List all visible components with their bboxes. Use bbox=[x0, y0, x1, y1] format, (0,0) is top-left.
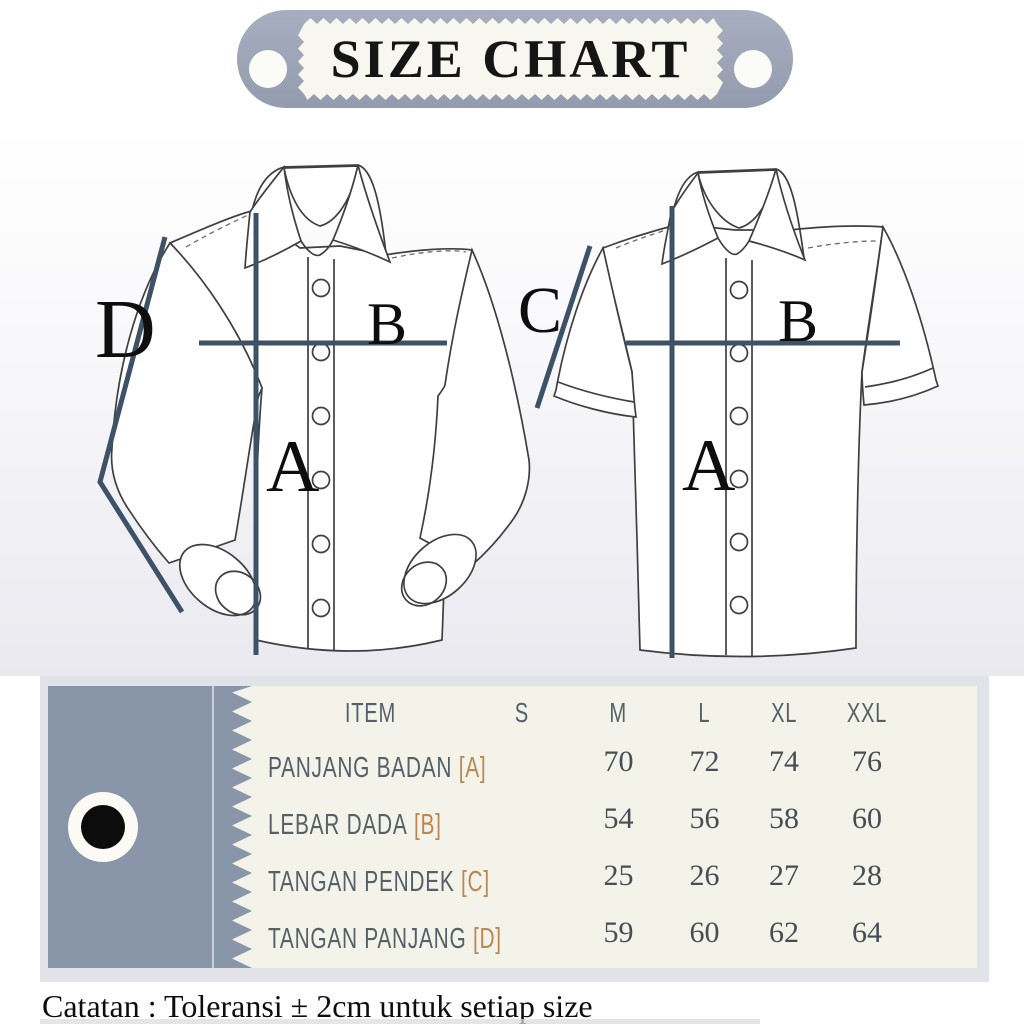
short-shirt-left-cuff-band bbox=[557, 381, 635, 403]
long-shirt-left-sleeve bbox=[110, 241, 263, 564]
long-shirt-collar bbox=[244, 164, 392, 270]
short-shirt-right-cuff-band bbox=[864, 367, 934, 388]
tag-strip-seam bbox=[212, 686, 214, 968]
short-shirt-collar bbox=[660, 168, 807, 266]
value-panjang-badan-xl: 74 bbox=[769, 744, 799, 778]
long-sleeve-shirt: D B A bbox=[95, 164, 531, 655]
short-shirt-shoulder-stitches bbox=[615, 227, 877, 249]
value-tangan-pendek-s bbox=[472, 847, 572, 904]
bracket-c: [C] bbox=[461, 866, 490, 898]
short-shirt-buttons bbox=[729, 280, 749, 615]
short-sleeve-shirt: C B A bbox=[518, 168, 940, 658]
value-panjang-badan-xxl: 76 bbox=[852, 744, 882, 778]
long-shirt-placket bbox=[307, 257, 335, 650]
column-header-l: L bbox=[698, 697, 711, 728]
value-tangan-panjang-l: 60 bbox=[689, 915, 720, 949]
long-shirt-right-cuff bbox=[400, 533, 477, 607]
value-tangan-pendek-xxl: 28 bbox=[852, 858, 882, 892]
row-label-tangan-panjang: TANGAN PANJANG [D] bbox=[268, 923, 502, 955]
row-label-panjang-badan: PANJANG BADAN [A] bbox=[268, 752, 487, 784]
column-header-xxl: XXL bbox=[846, 697, 888, 728]
value-tangan-pendek-m: 25 bbox=[603, 858, 634, 892]
value-tangan-pendek-xl: 27 bbox=[769, 858, 799, 892]
value-lebar-dada-s bbox=[472, 790, 572, 847]
value-panjang-badan-s bbox=[472, 733, 572, 790]
table-paper: ITEM S M L XL XXL PANJANG BADAN [A] 70 7… bbox=[232, 686, 977, 968]
value-lebar-dada-l: 56 bbox=[689, 801, 720, 835]
value-tangan-panjang-xl: 62 bbox=[769, 915, 799, 949]
measure-label-b-long: B bbox=[367, 291, 407, 357]
measure-label-c: C bbox=[518, 274, 562, 347]
value-tangan-panjang-s bbox=[472, 904, 572, 961]
shirts-diagram: D B A bbox=[95, 164, 940, 658]
value-tangan-panjang-xxl: 64 bbox=[852, 915, 882, 949]
banner-title: SIZE CHART bbox=[330, 29, 691, 89]
short-shirt-placket bbox=[725, 258, 753, 656]
bracket-d: [D] bbox=[472, 923, 502, 955]
note-text: Catatan : Toleransi ± 2cm untuk setiap s… bbox=[42, 988, 593, 1024]
long-shirt-measure-lines bbox=[97, 213, 447, 655]
column-header-m: M bbox=[609, 697, 628, 728]
long-shirt-buttons bbox=[311, 278, 331, 618]
short-shirt-right-sleeve bbox=[861, 224, 940, 406]
tag-hole-right-icon bbox=[734, 50, 772, 88]
column-header-item: ITEM bbox=[344, 697, 396, 728]
measure-label-d: D bbox=[95, 283, 156, 376]
bracket-a: [A] bbox=[458, 752, 487, 784]
short-shirt-measure-lines bbox=[534, 206, 900, 658]
tag-hole-icon bbox=[68, 792, 138, 862]
row-label-tangan-pendek: TANGAN PENDEK [C] bbox=[268, 866, 490, 898]
value-lebar-dada-xl: 58 bbox=[769, 801, 799, 835]
measure-line-d-long bbox=[97, 236, 185, 614]
column-header-s: S bbox=[514, 697, 530, 728]
measure-line-c-short bbox=[534, 245, 593, 409]
size-table-block: ITEM S M L XL XXL PANJANG BADAN [A] 70 7… bbox=[40, 676, 989, 982]
measure-label-a-long: A bbox=[266, 426, 319, 508]
value-panjang-badan-l: 72 bbox=[689, 744, 720, 778]
value-lebar-dada-xxl: 60 bbox=[852, 801, 882, 835]
cropped-text-artifact bbox=[40, 1019, 760, 1024]
tag-hole-center-icon bbox=[81, 805, 125, 849]
bracket-b: [B] bbox=[414, 809, 442, 841]
tag-hole-left-icon bbox=[249, 50, 287, 88]
banner-label: SIZE CHART bbox=[298, 18, 723, 100]
value-panjang-badan-m: 70 bbox=[603, 744, 634, 778]
value-lebar-dada-m: 54 bbox=[603, 801, 634, 835]
tag-strip bbox=[48, 686, 255, 968]
column-header-xl: XL bbox=[770, 697, 798, 728]
short-shirt-left-sleeve bbox=[552, 245, 637, 418]
measure-label-b-short: B bbox=[778, 288, 818, 354]
row-label-lebar-dada: LEBAR DADA [B] bbox=[268, 809, 442, 841]
measure-label-a-short: A bbox=[682, 425, 735, 507]
hang-tag-banner: SIZE CHART bbox=[237, 10, 793, 108]
size-table: ITEM S M L XL XXL PANJANG BADAN [A] 70 7… bbox=[268, 686, 977, 968]
value-tangan-pendek-l: 26 bbox=[689, 858, 720, 892]
value-tangan-panjang-m: 59 bbox=[603, 915, 634, 949]
